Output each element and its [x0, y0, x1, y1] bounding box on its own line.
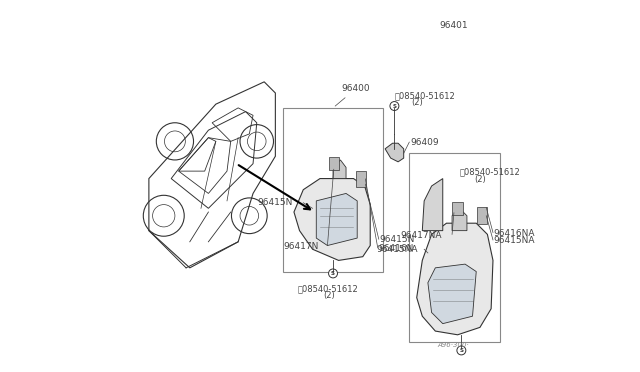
- Text: 96417NA: 96417NA: [401, 231, 442, 240]
- Text: 96416NA: 96416NA: [493, 229, 535, 238]
- Text: A96·300·: A96·300·: [437, 342, 469, 348]
- FancyBboxPatch shape: [356, 171, 366, 187]
- Text: 96417N: 96417N: [283, 242, 319, 251]
- Polygon shape: [294, 179, 370, 260]
- Polygon shape: [316, 193, 357, 246]
- Text: S: S: [392, 103, 396, 109]
- Text: Ⓢ08540-51612: Ⓢ08540-51612: [298, 284, 358, 293]
- Text: (2): (2): [324, 291, 335, 299]
- Text: 96415N: 96415N: [380, 235, 415, 244]
- FancyBboxPatch shape: [452, 202, 463, 215]
- Text: 96415N: 96415N: [258, 198, 293, 207]
- Text: 96409: 96409: [410, 138, 438, 147]
- Polygon shape: [385, 143, 404, 162]
- Text: Ⓢ08540-51612: Ⓢ08540-51612: [394, 92, 455, 100]
- Polygon shape: [428, 264, 476, 324]
- Text: 96400: 96400: [335, 84, 370, 106]
- FancyBboxPatch shape: [477, 207, 487, 224]
- Circle shape: [457, 346, 466, 355]
- Polygon shape: [452, 208, 467, 231]
- Text: 96416N: 96416N: [379, 244, 414, 253]
- Text: 96415NA: 96415NA: [493, 236, 535, 245]
- Text: 96401: 96401: [439, 21, 468, 30]
- Circle shape: [328, 269, 337, 278]
- Text: Ⓢ08540-51612: Ⓢ08540-51612: [460, 168, 520, 177]
- FancyBboxPatch shape: [328, 157, 339, 170]
- Polygon shape: [417, 223, 493, 335]
- Circle shape: [390, 102, 399, 110]
- Text: (2): (2): [411, 98, 423, 107]
- Text: (2): (2): [474, 174, 486, 183]
- Text: 96415NA: 96415NA: [376, 245, 417, 254]
- Text: S: S: [460, 348, 463, 353]
- Polygon shape: [422, 179, 443, 231]
- Text: S: S: [331, 271, 335, 276]
- Polygon shape: [333, 160, 346, 179]
